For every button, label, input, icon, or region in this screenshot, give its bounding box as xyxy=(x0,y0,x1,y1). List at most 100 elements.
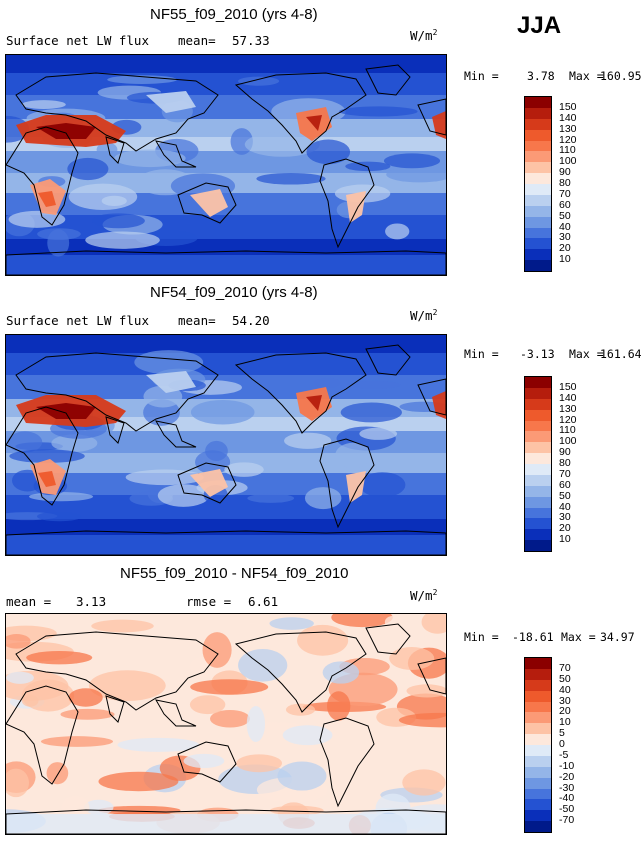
colorbar-swatch xyxy=(525,118,551,130)
coastline-eurasia xyxy=(15,352,219,432)
colorbar-swatch xyxy=(525,107,551,119)
coastline-africa xyxy=(6,685,79,785)
colorbar-swatch xyxy=(525,799,551,811)
panel-3-units: W/m2 xyxy=(410,588,438,604)
panel-2-min-label: Min = xyxy=(464,347,499,361)
colorbar-swatch xyxy=(525,453,551,464)
colorbar-tick-label: 80 xyxy=(559,457,571,469)
colorbar-tick-label: 20 xyxy=(559,705,571,718)
colorbar-tick-label: -30 xyxy=(559,781,575,794)
field-blob xyxy=(339,106,418,117)
field-blob xyxy=(61,795,90,820)
panel-1-max-value-shown: 160.95 xyxy=(600,69,642,83)
colorbar-tick-label: 140 xyxy=(559,111,577,124)
field-blob xyxy=(327,691,351,721)
field-blob xyxy=(256,172,326,185)
coastline-n-america xyxy=(234,352,367,434)
colorbar-tick-label: 10 xyxy=(559,533,571,546)
colorbar-tick-label: -40 xyxy=(559,792,575,805)
field-blob xyxy=(157,484,210,507)
colorbar-swatch xyxy=(525,690,551,702)
colorbar-swatch xyxy=(525,668,551,680)
colorbar-swatch xyxy=(525,151,551,163)
field-region xyxy=(36,403,96,419)
colorbar-swatch xyxy=(525,260,551,271)
panel-1-max-label: Max = xyxy=(569,69,604,83)
field-blob xyxy=(125,469,204,486)
colorbar-swatch xyxy=(525,821,551,832)
colorbar-tick-label: 5 xyxy=(559,727,565,740)
coastline-se-asia xyxy=(155,420,197,448)
colorbar-swatch xyxy=(525,205,551,217)
field-blob xyxy=(385,223,410,240)
colorbar-swatch xyxy=(525,216,551,228)
colorbar-tick-label: -10 xyxy=(559,759,575,772)
field-blob xyxy=(114,149,186,168)
field-blob xyxy=(389,646,435,670)
colorbar-swatch xyxy=(525,398,551,410)
colorbar-swatch xyxy=(525,777,551,789)
colorbar-tick-label: -50 xyxy=(559,803,575,816)
colorbar-tick-label: -5 xyxy=(559,748,569,761)
coastline-n-america xyxy=(234,631,367,713)
panel-2-title: NF54_f09_2010 (yrs 4-8) xyxy=(150,284,318,301)
field-blob xyxy=(96,142,118,157)
coastline-antarctica xyxy=(6,530,446,555)
colorbar-tick-label: 60 xyxy=(559,198,571,211)
field-blob xyxy=(47,229,70,257)
coastline-india xyxy=(105,416,125,444)
colorbar-swatch xyxy=(525,227,551,239)
colorbar-tick-label: 70 xyxy=(559,187,571,200)
colorbar-swatch xyxy=(525,249,551,261)
field-blob xyxy=(183,753,225,768)
field-blob xyxy=(313,377,341,389)
field-region xyxy=(346,191,366,223)
panel-2-colorbar xyxy=(524,376,552,552)
field-band xyxy=(6,55,446,73)
field-band xyxy=(6,353,446,375)
field-blob xyxy=(398,712,446,728)
panel-1-min-label: Min = xyxy=(464,69,499,83)
field-blob xyxy=(322,661,360,684)
panel-3-rmse-value: 6.61 xyxy=(248,594,279,609)
field-blob xyxy=(386,166,446,183)
field-blob xyxy=(91,213,145,229)
field-blob xyxy=(67,157,109,181)
colorbar-tick-label: 60 xyxy=(559,478,571,491)
coastline-australia xyxy=(177,741,237,783)
panel-3-title: NF55_f09_2010 - NF54_f09_2010 xyxy=(120,565,349,582)
colorbar-swatch xyxy=(525,496,551,508)
colorbar-tick-label: 10 xyxy=(559,716,571,729)
colorbar-swatch xyxy=(525,712,551,724)
field-region xyxy=(346,471,366,503)
panel-3-min-label: Min = xyxy=(464,630,499,644)
colorbar-swatch xyxy=(525,755,551,767)
field-blob xyxy=(282,725,333,746)
coastline-greenland xyxy=(365,623,411,655)
coastline-s-america xyxy=(319,158,375,249)
colorbar-swatch xyxy=(525,766,551,778)
panel-2-map xyxy=(5,334,447,556)
field-region xyxy=(190,189,228,217)
colorbar-tick-label: 100 xyxy=(559,435,577,448)
coastline-eurasia xyxy=(15,72,219,152)
colorbar-swatch xyxy=(525,420,551,432)
colorbar-swatch xyxy=(525,387,551,399)
field-blob xyxy=(117,737,200,752)
colorbar-swatch xyxy=(525,518,551,530)
field-blob xyxy=(6,671,34,684)
field-blob xyxy=(7,431,43,453)
panel-1-title: NF55_f09_2010 (yrs 4-8) xyxy=(150,6,318,23)
colorbar-swatch xyxy=(525,409,551,421)
field-band xyxy=(6,814,446,834)
colorbar-tick-label: 40 xyxy=(559,220,571,233)
colorbar-swatch xyxy=(525,529,551,541)
field-blob xyxy=(91,619,154,633)
field-band xyxy=(6,335,446,353)
colorbar-swatch xyxy=(525,173,551,184)
colorbar-swatch xyxy=(525,377,551,388)
colorbar-swatch xyxy=(525,431,551,443)
coastline-australia xyxy=(177,182,237,224)
coastline-greenland xyxy=(365,64,411,96)
colorbar-swatch xyxy=(525,810,551,822)
